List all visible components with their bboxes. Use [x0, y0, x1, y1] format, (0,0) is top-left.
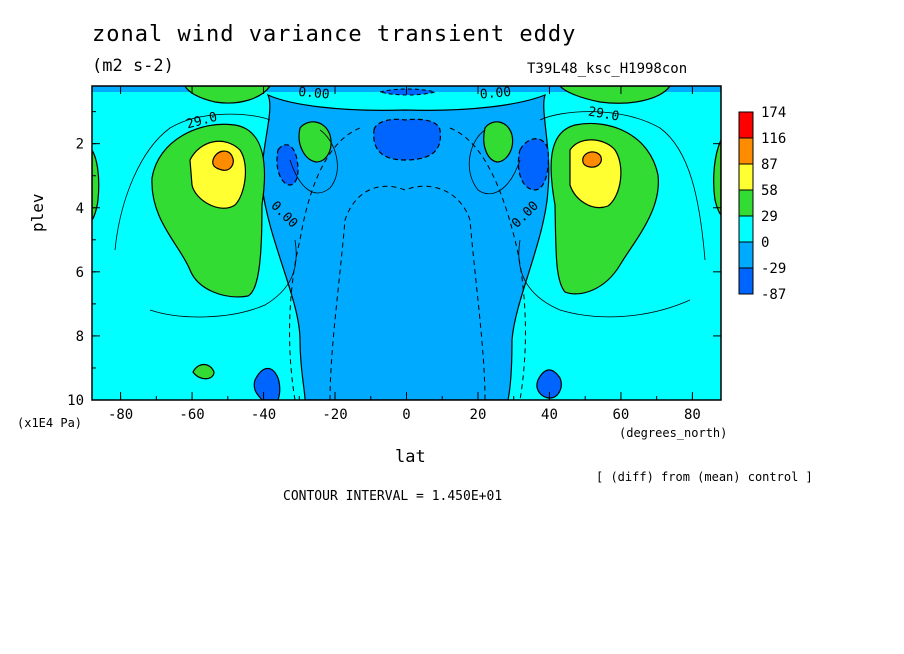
y-axis: 2 4 6 8 10 [67, 111, 721, 409]
x-tick-label: -40 [251, 407, 276, 423]
contour-interval: CONTOUR INTERVAL = 1.450E+01 [283, 489, 503, 504]
x-tick-label: -20 [322, 407, 347, 423]
colorbar-box [738, 241, 754, 269]
colorbar-box [738, 111, 754, 139]
contour-line-1 [114, 111, 706, 261]
colorbar: 174 116 87 58 29 0 -29 -87 [738, 105, 786, 303]
contour-dashed-inner [329, 185, 486, 400]
x-tick-label: 20 [470, 407, 487, 423]
y-tick-label: 6 [76, 265, 84, 281]
x-tick-label: 40 [541, 407, 558, 423]
colorbar-box [738, 163, 754, 191]
colorbar-label: 58 [761, 183, 778, 199]
x-axis-label: lat [395, 447, 426, 467]
x-tick-label: 80 [684, 407, 701, 423]
x-axis: -80 -60 -40 -20 0 20 40 60 80 [108, 86, 701, 423]
run-id: T39L48_ksc_H1998con [527, 61, 688, 77]
x-tick-label: 60 [613, 407, 630, 423]
contour-line-2 [149, 239, 691, 318]
fill-bottom-left-lobe [253, 367, 281, 400]
fill-top-right-green [559, 86, 671, 104]
fill-right-upper-green [483, 121, 514, 163]
fill-bottom-left-green [192, 363, 215, 380]
colorbar-label: -87 [761, 287, 786, 303]
fill-right-cell [517, 138, 550, 191]
colorbar-label: 174 [761, 105, 786, 121]
y-tick-label: 10 [67, 393, 84, 409]
fill-upper-center-cell [373, 118, 442, 161]
y-axis-unit: (x1E4 Pa) [17, 416, 83, 430]
colorbar-box [738, 137, 754, 165]
contour-line-3 [289, 129, 521, 195]
y-tick-label: 4 [76, 201, 84, 217]
fill-right-yellow [569, 139, 622, 209]
fill-central-negative [261, 93, 550, 400]
fill-left-orange [212, 150, 234, 171]
colorbar-box [738, 189, 754, 217]
fill-top-cell [378, 88, 437, 96]
x-tick-label: -60 [179, 407, 204, 423]
colorbar-box [738, 267, 754, 295]
x-tick-label: 0 [402, 407, 410, 423]
fill-right-orange [582, 151, 602, 168]
colorbar-label: 116 [761, 131, 786, 147]
chart-title: zonal wind variance transient eddy [92, 22, 577, 47]
plot-area [92, 86, 721, 400]
contour-label: 0.00 [298, 85, 331, 103]
contour-label: 29.0 [587, 104, 620, 124]
chart-units: (m2 s-2) [92, 56, 174, 76]
colorbar-label: 0 [761, 235, 769, 251]
diff-note: [ (diff) from (mean) control ] [596, 470, 813, 484]
colorbar-label: 29 [761, 209, 778, 225]
fill-left-cell [276, 144, 299, 186]
y-tick-label: 2 [76, 137, 84, 153]
y-tick-label: 8 [76, 329, 84, 345]
contour-label: 0.00 [479, 85, 512, 103]
x-axis-unit: (degrees_north) [619, 426, 728, 440]
x-tick-label: -80 [108, 407, 133, 423]
colorbar-label: -29 [761, 261, 786, 277]
colorbar-box [738, 215, 754, 243]
fill-bottom-right-lobe [536, 369, 562, 399]
colorbar-label: 87 [761, 157, 778, 173]
